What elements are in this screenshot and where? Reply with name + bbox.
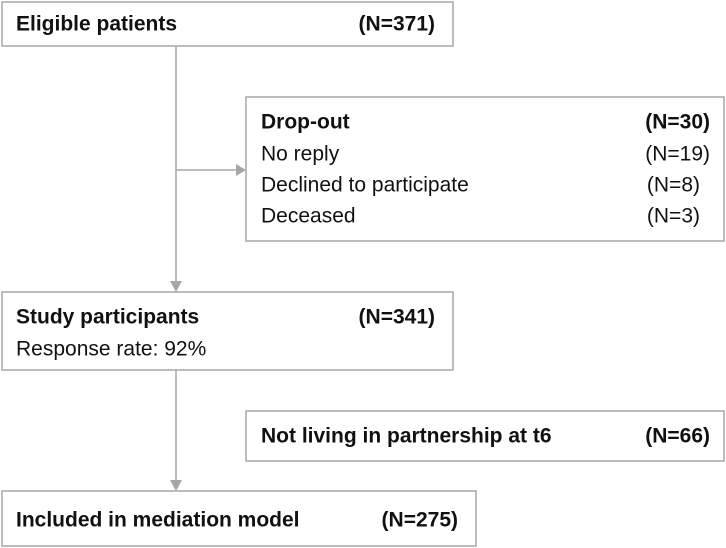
node-box (1, 490, 477, 547)
item-label: No reply (261, 143, 340, 166)
node-count: (N=371) (359, 13, 435, 36)
node-label: Drop-out (261, 111, 350, 134)
item-label: Declined to participate (261, 174, 469, 197)
arrow-head (170, 480, 182, 491)
node-box (245, 96, 725, 242)
item-count: (N=19) (645, 143, 710, 166)
node-count: (N=341) (359, 306, 435, 329)
node-count: (N=66) (645, 425, 710, 448)
node-box (1, 291, 454, 371)
node-label: Included in mediation model (16, 509, 300, 532)
node-box (245, 410, 725, 462)
node-label: Study participants (16, 306, 199, 329)
node-count: (N=30) (645, 111, 710, 134)
arrow-head (170, 281, 182, 292)
node-box (1, 1, 454, 47)
node-count: (N=275) (382, 509, 458, 532)
item-count: (N=3) (647, 205, 700, 228)
item-label: Deceased (261, 205, 356, 228)
node-label: Not living in partnership at t6 (261, 425, 552, 448)
arrow-head (236, 164, 246, 176)
node-note: Response rate: 92% (16, 338, 206, 361)
node-label: Eligible patients (16, 13, 177, 36)
item-count: (N=8) (647, 174, 700, 197)
